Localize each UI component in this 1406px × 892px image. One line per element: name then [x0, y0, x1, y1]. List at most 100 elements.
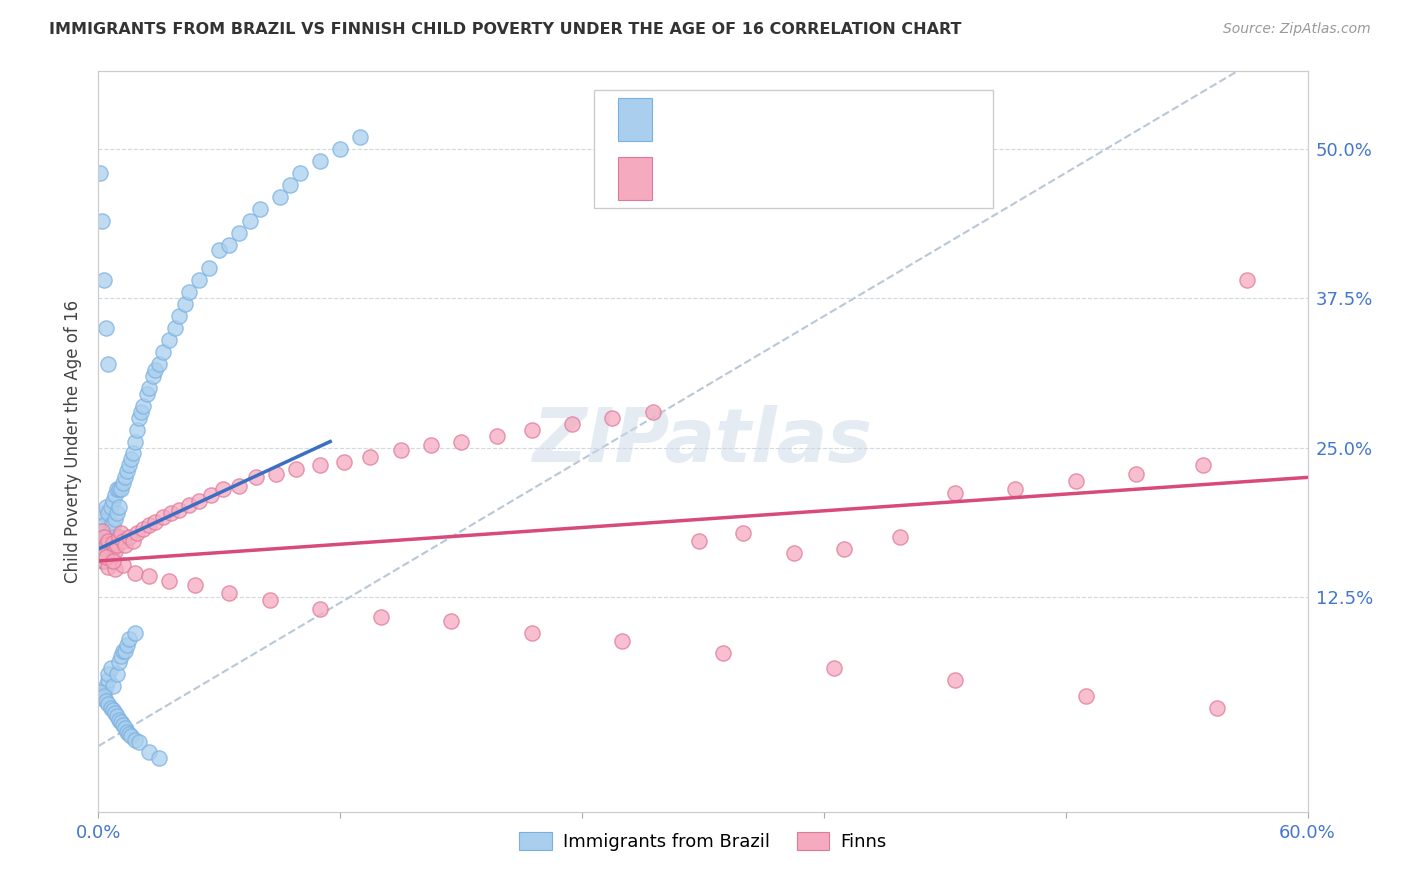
Point	[93, 554, 115, 568]
Point	[120, 730, 142, 744]
Point	[360, 450, 382, 464]
Point	[97, 357, 120, 371]
Point	[188, 273, 211, 287]
Point	[943, 673, 966, 688]
Point	[135, 386, 157, 401]
Point	[96, 500, 118, 515]
Point	[152, 345, 174, 359]
Point	[118, 727, 141, 741]
Point	[125, 423, 148, 437]
Point	[101, 518, 124, 533]
Point	[148, 357, 170, 371]
Point	[91, 512, 114, 526]
Point	[105, 506, 128, 520]
Point	[103, 544, 125, 558]
Point	[688, 533, 710, 548]
Point	[124, 434, 146, 449]
Point	[278, 178, 301, 192]
Point	[179, 285, 201, 300]
Point	[249, 202, 271, 216]
Point	[105, 667, 128, 681]
Point	[100, 661, 122, 675]
Point	[389, 442, 412, 457]
Point	[218, 237, 240, 252]
Point	[641, 405, 664, 419]
FancyBboxPatch shape	[619, 157, 652, 200]
Point	[107, 530, 129, 544]
Point	[91, 548, 114, 562]
Point	[96, 541, 118, 556]
Point	[93, 506, 115, 520]
FancyBboxPatch shape	[595, 90, 993, 209]
Point	[115, 724, 138, 739]
Point	[110, 649, 132, 664]
Point	[121, 446, 143, 460]
Point	[110, 526, 132, 541]
Point	[110, 715, 132, 730]
Point	[97, 673, 120, 688]
Point	[89, 541, 111, 556]
Point	[100, 518, 122, 533]
Point	[200, 488, 222, 502]
Point	[420, 438, 443, 452]
Point	[103, 562, 125, 576]
Point	[333, 455, 356, 469]
Text: IMMIGRANTS FROM BRAZIL VS FINNISH CHILD POVERTY UNDER THE AGE OF 16 CORRELATION : IMMIGRANTS FROM BRAZIL VS FINNISH CHILD …	[49, 22, 962, 37]
Point	[120, 452, 142, 467]
Point	[184, 578, 207, 592]
Point	[152, 509, 174, 524]
Point	[96, 679, 118, 693]
Point	[118, 530, 141, 544]
Point	[124, 625, 146, 640]
Point	[1236, 273, 1258, 287]
Point	[1074, 689, 1097, 703]
Point	[174, 297, 197, 311]
Text: Source: ZipAtlas.com: Source: ZipAtlas.com	[1223, 22, 1371, 37]
Point	[101, 554, 124, 568]
Point	[100, 541, 122, 556]
Point	[167, 502, 190, 516]
Point	[114, 470, 136, 484]
Point	[179, 498, 201, 512]
Point	[486, 428, 509, 442]
Point	[91, 524, 114, 538]
Point	[138, 381, 160, 395]
Point	[93, 518, 115, 533]
Point	[97, 667, 120, 681]
Point	[198, 261, 221, 276]
Point	[93, 530, 115, 544]
Point	[138, 518, 160, 533]
Point	[97, 560, 120, 574]
Point	[91, 691, 114, 706]
Point	[124, 733, 146, 747]
Point	[128, 735, 150, 749]
Point	[93, 530, 115, 544]
Point	[125, 526, 148, 541]
Point	[121, 533, 143, 548]
Point	[142, 368, 165, 383]
Point	[114, 721, 136, 735]
Point	[269, 190, 291, 204]
Point	[103, 530, 125, 544]
Point	[239, 213, 262, 227]
Point	[288, 166, 311, 180]
Point	[97, 530, 120, 544]
Point	[450, 434, 472, 449]
Point	[309, 601, 332, 615]
Point	[733, 526, 755, 541]
Point	[124, 566, 146, 580]
Point	[148, 751, 170, 765]
Point	[138, 569, 160, 583]
Point	[329, 142, 352, 156]
Point	[89, 685, 111, 699]
Point	[91, 548, 114, 562]
Point	[309, 458, 332, 473]
Point	[138, 745, 160, 759]
Point	[110, 483, 132, 497]
Point	[160, 506, 183, 520]
Point	[115, 464, 138, 478]
Point	[111, 476, 134, 491]
Point	[96, 321, 118, 335]
Point	[111, 533, 134, 548]
Point	[89, 530, 111, 544]
